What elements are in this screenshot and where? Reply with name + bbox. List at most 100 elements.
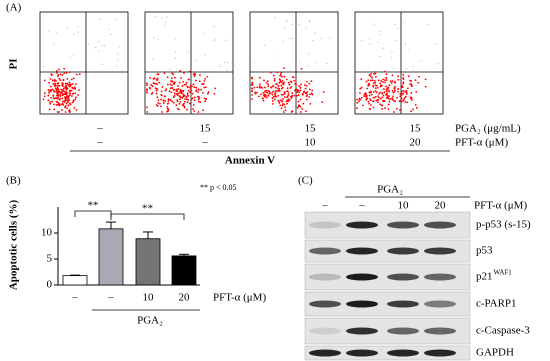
dot xyxy=(198,88,200,91)
dot xyxy=(61,97,64,100)
dot xyxy=(65,88,68,91)
dot xyxy=(176,100,179,103)
dot xyxy=(70,78,73,81)
x-tick-label: 10 xyxy=(143,292,155,304)
dot xyxy=(399,92,402,95)
dot xyxy=(49,78,52,80)
dot xyxy=(406,101,409,104)
dot xyxy=(59,97,61,100)
dot xyxy=(192,108,194,110)
dot xyxy=(74,96,77,99)
dot xyxy=(146,106,148,109)
dot xyxy=(56,87,59,89)
dot xyxy=(224,61,226,64)
dot xyxy=(64,111,67,113)
dot xyxy=(371,76,373,79)
dot xyxy=(284,106,286,109)
dot xyxy=(52,83,55,85)
panel-label: (B) xyxy=(6,175,21,187)
dot xyxy=(116,18,118,20)
dot xyxy=(358,100,360,103)
dot xyxy=(174,51,177,53)
dot xyxy=(377,95,380,98)
dot xyxy=(251,77,253,80)
dot xyxy=(273,77,276,80)
condition-value: – xyxy=(96,123,103,135)
dot xyxy=(53,43,55,45)
dot xyxy=(290,97,293,100)
dot xyxy=(73,33,75,36)
dot xyxy=(390,82,393,84)
dot xyxy=(78,89,80,92)
dot xyxy=(161,16,163,19)
dot xyxy=(99,18,101,20)
dot xyxy=(407,49,409,51)
dot xyxy=(359,98,362,101)
dot xyxy=(356,107,358,110)
band xyxy=(424,300,456,308)
dot xyxy=(274,93,276,96)
dot xyxy=(399,109,401,111)
dot xyxy=(62,87,65,90)
dot xyxy=(193,99,196,102)
dot xyxy=(272,74,275,77)
dot xyxy=(276,89,279,92)
dot xyxy=(57,74,60,76)
dot xyxy=(58,102,61,105)
dot xyxy=(226,69,228,71)
dot xyxy=(388,90,391,93)
dot xyxy=(281,102,284,105)
dot xyxy=(149,76,152,79)
dot xyxy=(75,83,77,86)
dot xyxy=(180,76,182,79)
dot xyxy=(267,94,270,96)
dot xyxy=(43,66,45,68)
dot xyxy=(219,64,221,66)
dot xyxy=(185,98,188,101)
dot xyxy=(174,57,176,60)
dot xyxy=(181,96,184,99)
dot xyxy=(94,47,97,49)
condition-value: – xyxy=(96,137,103,149)
dot xyxy=(66,82,69,85)
dot xyxy=(273,79,276,82)
dot xyxy=(379,82,382,85)
dot xyxy=(179,88,182,91)
dot xyxy=(260,86,262,89)
dot xyxy=(391,74,394,77)
dot xyxy=(368,94,371,97)
dot xyxy=(311,89,314,92)
dot xyxy=(146,88,148,91)
dot xyxy=(407,87,409,90)
dot xyxy=(214,87,217,90)
dot xyxy=(59,91,62,93)
dot xyxy=(390,56,393,59)
dot xyxy=(65,93,68,95)
dot xyxy=(175,104,178,107)
dot xyxy=(377,41,379,43)
dot xyxy=(274,91,277,94)
dot xyxy=(296,106,299,109)
dot xyxy=(391,98,394,101)
dot xyxy=(418,75,420,78)
dot xyxy=(186,108,188,111)
dot xyxy=(379,55,381,58)
dot xyxy=(191,85,193,88)
dot xyxy=(361,39,363,42)
dot xyxy=(185,95,187,98)
dot xyxy=(374,71,377,73)
dot xyxy=(406,93,408,95)
dot xyxy=(400,85,403,87)
dot xyxy=(370,72,372,75)
dot xyxy=(262,99,265,102)
band xyxy=(309,221,341,229)
dot xyxy=(49,102,52,105)
dot xyxy=(397,78,400,81)
row-label: p-p53 (s-15) xyxy=(476,219,531,231)
row-label: c-Caspase-3 xyxy=(476,325,530,337)
dot xyxy=(74,87,77,90)
dot xyxy=(300,111,302,113)
dot xyxy=(286,96,288,99)
dot xyxy=(204,86,207,89)
dot xyxy=(197,91,199,94)
